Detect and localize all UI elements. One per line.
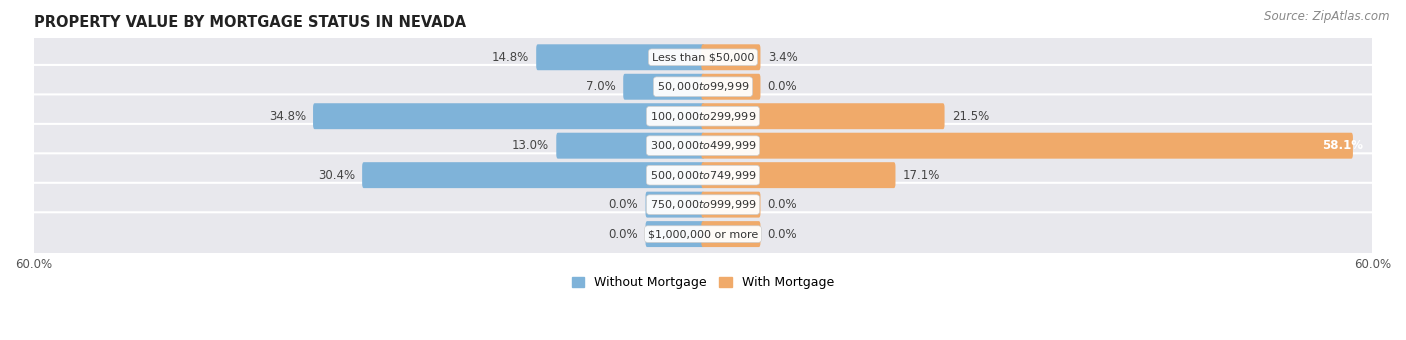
Text: $500,000 to $749,999: $500,000 to $749,999 [650,169,756,182]
Text: 0.0%: 0.0% [768,198,797,211]
Text: $1,000,000 or more: $1,000,000 or more [648,229,758,239]
FancyBboxPatch shape [702,74,761,100]
FancyBboxPatch shape [702,221,761,247]
FancyBboxPatch shape [645,192,704,218]
FancyBboxPatch shape [702,192,761,218]
FancyBboxPatch shape [536,44,704,70]
Text: 14.8%: 14.8% [492,51,529,64]
Text: Less than $50,000: Less than $50,000 [652,52,754,62]
Text: 0.0%: 0.0% [609,198,638,211]
FancyBboxPatch shape [30,95,1376,138]
Text: 34.8%: 34.8% [269,110,305,123]
Legend: Without Mortgage, With Mortgage: Without Mortgage, With Mortgage [567,271,839,294]
Text: $100,000 to $299,999: $100,000 to $299,999 [650,110,756,123]
FancyBboxPatch shape [30,212,1376,256]
Text: 17.1%: 17.1% [903,169,941,182]
FancyBboxPatch shape [30,124,1376,168]
Text: 13.0%: 13.0% [512,139,548,152]
FancyBboxPatch shape [702,162,896,188]
FancyBboxPatch shape [30,35,1376,79]
Text: 0.0%: 0.0% [768,80,797,93]
FancyBboxPatch shape [314,103,704,129]
FancyBboxPatch shape [363,162,704,188]
Text: Source: ZipAtlas.com: Source: ZipAtlas.com [1264,10,1389,23]
FancyBboxPatch shape [30,65,1376,108]
Text: PROPERTY VALUE BY MORTGAGE STATUS IN NEVADA: PROPERTY VALUE BY MORTGAGE STATUS IN NEV… [34,15,465,30]
Text: $50,000 to $99,999: $50,000 to $99,999 [657,80,749,93]
Text: 21.5%: 21.5% [952,110,988,123]
Text: $750,000 to $999,999: $750,000 to $999,999 [650,198,756,211]
Text: 0.0%: 0.0% [768,227,797,241]
FancyBboxPatch shape [645,221,704,247]
Text: 0.0%: 0.0% [609,227,638,241]
Text: 58.1%: 58.1% [1323,139,1364,152]
FancyBboxPatch shape [557,133,704,159]
FancyBboxPatch shape [702,133,1353,159]
Text: 30.4%: 30.4% [318,169,354,182]
FancyBboxPatch shape [623,74,704,100]
FancyBboxPatch shape [30,153,1376,197]
Text: 3.4%: 3.4% [768,51,797,64]
Text: $300,000 to $499,999: $300,000 to $499,999 [650,139,756,152]
Text: 7.0%: 7.0% [586,80,616,93]
FancyBboxPatch shape [30,183,1376,226]
FancyBboxPatch shape [702,44,761,70]
FancyBboxPatch shape [702,103,945,129]
